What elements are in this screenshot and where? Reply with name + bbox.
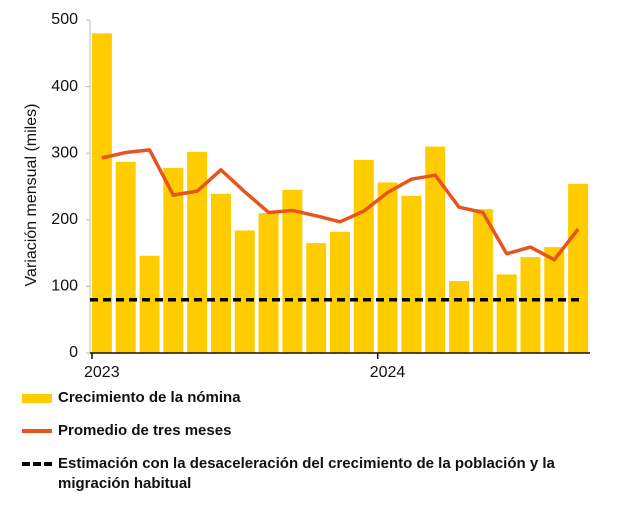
bar bbox=[449, 281, 470, 353]
bar bbox=[330, 231, 350, 353]
bar bbox=[472, 209, 493, 353]
bar bbox=[353, 159, 374, 353]
legend-swatch bbox=[22, 394, 52, 403]
y-axis-label: Variación mensual (miles) bbox=[23, 104, 40, 287]
bar bbox=[91, 33, 112, 353]
bar bbox=[210, 193, 231, 353]
legend-swatch bbox=[22, 429, 52, 433]
chart: Variación mensual (miles) 0 100 200 300 400 5… bbox=[23, 11, 590, 381]
bar bbox=[139, 255, 160, 353]
legend-label: Crecimiento de la nómina bbox=[58, 389, 241, 406]
bar bbox=[544, 247, 565, 353]
legend-label: Estimación con la desaceleración del cre… bbox=[58, 455, 555, 492]
bar bbox=[234, 230, 255, 353]
legend-label: Promedio de tres meses bbox=[58, 422, 232, 439]
y-tick-label: 100 bbox=[51, 278, 78, 295]
bar bbox=[282, 189, 303, 353]
legend-swatch bbox=[22, 462, 52, 466]
bar bbox=[377, 182, 398, 353]
bar bbox=[568, 183, 589, 353]
y-tick-label: 500 bbox=[51, 11, 78, 28]
bar bbox=[187, 151, 208, 353]
legend-item: Promedio de tres meses bbox=[22, 421, 602, 441]
x-tick-label: 2024 bbox=[370, 364, 406, 381]
bar bbox=[258, 213, 279, 353]
bar bbox=[401, 195, 422, 353]
y-tick-label: 300 bbox=[51, 144, 78, 161]
bar bbox=[496, 274, 517, 353]
y-tick-label: 200 bbox=[51, 211, 78, 228]
legend-item: Estimación con la desaceleración del cre… bbox=[22, 454, 602, 494]
bar bbox=[520, 257, 541, 353]
bar bbox=[115, 161, 136, 353]
line bbox=[101, 148, 580, 262]
x-tick-label: 2023 bbox=[84, 364, 120, 381]
bar bbox=[163, 167, 184, 353]
y-tick-label: 0 bbox=[69, 344, 78, 361]
legend: Crecimiento de la nómina Promedio de tres… bbox=[22, 388, 602, 507]
y-tick-label: 400 bbox=[51, 78, 78, 95]
legend-item: Crecimiento de la nómina bbox=[22, 388, 602, 408]
